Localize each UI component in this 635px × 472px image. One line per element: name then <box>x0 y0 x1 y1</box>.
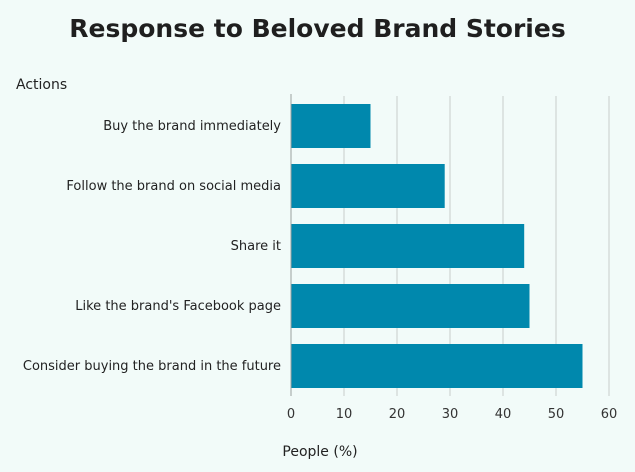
bar-4 <box>291 344 583 388</box>
bar-2 <box>291 224 525 268</box>
x-tick-label-0: 0 <box>287 407 295 422</box>
chart-title: Response to Beloved Brand Stories <box>69 14 566 43</box>
y-axis-label: Actions <box>16 77 68 93</box>
x-tick-label-10: 10 <box>336 407 353 422</box>
x-tick-label-30: 30 <box>442 407 459 422</box>
category-label-0: Buy the brand immediately <box>103 119 281 134</box>
bar-3 <box>291 284 530 328</box>
category-label-2: Share it <box>231 239 281 254</box>
x-tick-label-50: 50 <box>548 407 565 422</box>
x-tick-label-60: 60 <box>601 407 618 422</box>
bar-0 <box>291 104 371 148</box>
x-tick-label-20: 20 <box>389 407 406 422</box>
x-axis-label: People (%) <box>282 444 358 460</box>
category-label-3: Like the brand's Facebook page <box>75 299 281 314</box>
category-label-1: Follow the brand on social media <box>66 179 281 194</box>
x-tick-label-40: 40 <box>495 407 512 422</box>
category-label-4: Consider buying the brand in the future <box>23 359 281 374</box>
bar-1 <box>291 164 445 208</box>
